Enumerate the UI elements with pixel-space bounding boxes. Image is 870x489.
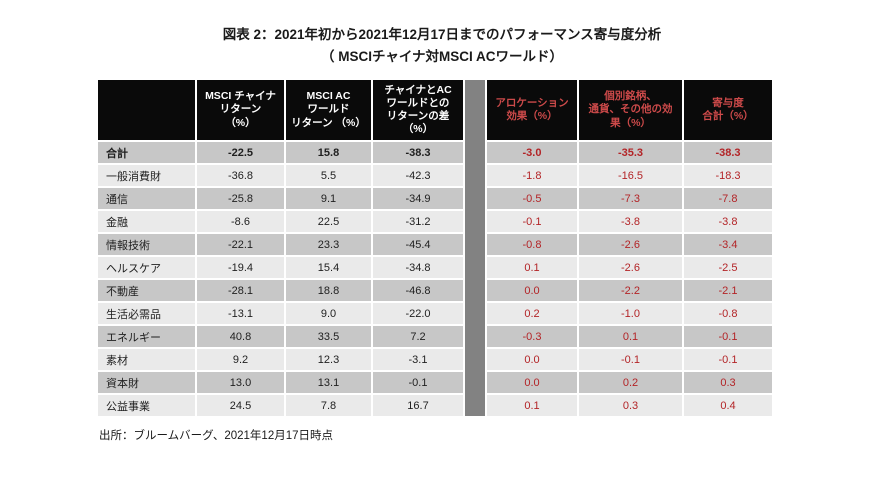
vertical-divider xyxy=(465,80,485,416)
return-value-cell: -19.4 xyxy=(197,257,284,278)
return-value-cell: -0.1 xyxy=(373,372,463,393)
contribution-value-cell: -0.3 xyxy=(487,326,577,347)
contribution-value-cell: 0.1 xyxy=(579,326,682,347)
sector-label: ヘルスケア xyxy=(98,257,195,278)
column-header-msci-acworld-return: MSCI AC ワールド リターン （%） xyxy=(286,80,371,140)
return-value-cell: 12.3 xyxy=(286,349,371,370)
figure-title-line1: 図表 2：2021年初から2021年12月17日までのパフォーマンス寄与度分析 xyxy=(222,27,662,42)
contribution-value-cell: -2.2 xyxy=(579,280,682,301)
contribution-value-cell: -3.4 xyxy=(684,234,772,255)
sector-label: 公益事業 xyxy=(98,395,195,416)
contribution-value-cell: 0.2 xyxy=(487,303,577,324)
column-header-sector xyxy=(98,80,195,140)
return-value-cell: -45.4 xyxy=(373,234,463,255)
return-value-cell: -31.2 xyxy=(373,211,463,232)
return-value-cell: 9.1 xyxy=(286,188,371,209)
contribution-value-cell: 0.4 xyxy=(684,395,772,416)
contribution-value-cell: -2.6 xyxy=(579,234,682,255)
contribution-value-cell: -7.8 xyxy=(684,188,772,209)
figure-title-line2: （ MSCIチャイナ対MSCI ACワールド） xyxy=(320,48,564,64)
contribution-value-cell: -3.0 xyxy=(487,142,577,163)
return-value-cell: -22.0 xyxy=(373,303,463,324)
source-note: 出所：ブルームバーグ、2021年12月17日時点 xyxy=(99,430,334,442)
contribution-value-cell: 0.1 xyxy=(487,257,577,278)
return-value-cell: 13.0 xyxy=(197,372,284,393)
sector-label: 資本財 xyxy=(98,372,195,393)
contribution-value-cell: -0.8 xyxy=(684,303,772,324)
return-value-cell: -3.1 xyxy=(373,349,463,370)
return-value-cell: -38.3 xyxy=(373,142,463,163)
contribution-value-cell: 0.3 xyxy=(684,372,772,393)
contribution-value-cell: -0.1 xyxy=(684,326,772,347)
column-header-selection-currency-other: 個別銘柄、 通貨、その他の効 果（%） xyxy=(579,80,682,140)
return-value-cell: -22.1 xyxy=(197,234,284,255)
return-value-cell: 18.8 xyxy=(286,280,371,301)
return-value-cell: -36.8 xyxy=(197,165,284,186)
sector-label: 通信 xyxy=(98,188,195,209)
return-value-cell: 9.2 xyxy=(197,349,284,370)
return-value-cell: -8.6 xyxy=(197,211,284,232)
contribution-value-cell: -18.3 xyxy=(684,165,772,186)
sector-label: 一般消費財 xyxy=(98,165,195,186)
return-value-cell: 7.8 xyxy=(286,395,371,416)
return-value-cell: 33.5 xyxy=(286,326,371,347)
return-value-cell: 7.2 xyxy=(373,326,463,347)
return-value-cell: 40.8 xyxy=(197,326,284,347)
sector-label: 情報技術 xyxy=(98,234,195,255)
contribution-value-cell: -38.3 xyxy=(684,142,772,163)
return-value-cell: -25.8 xyxy=(197,188,284,209)
return-value-cell: 22.5 xyxy=(286,211,371,232)
contribution-value-cell: 0.2 xyxy=(579,372,682,393)
return-value-cell: -34.8 xyxy=(373,257,463,278)
return-value-cell: -22.5 xyxy=(197,142,284,163)
column-header-total-contribution: 寄与度 合計（%） xyxy=(684,80,772,140)
return-value-cell: 5.5 xyxy=(286,165,371,186)
contribution-value-cell: -7.3 xyxy=(579,188,682,209)
contribution-value-cell: -3.8 xyxy=(684,211,772,232)
contribution-value-cell: -16.5 xyxy=(579,165,682,186)
return-value-cell: -46.8 xyxy=(373,280,463,301)
contribution-value-cell: -0.5 xyxy=(487,188,577,209)
sector-label: 合計 xyxy=(98,142,195,163)
contribution-value-cell: -2.6 xyxy=(579,257,682,278)
contribution-value-cell: -0.1 xyxy=(487,211,577,232)
return-value-cell: -34.9 xyxy=(373,188,463,209)
contribution-value-cell: -0.8 xyxy=(487,234,577,255)
contribution-value-cell: -3.8 xyxy=(579,211,682,232)
return-value-cell: 23.3 xyxy=(286,234,371,255)
return-value-cell: 13.1 xyxy=(286,372,371,393)
contribution-value-cell: -1.8 xyxy=(487,165,577,186)
sector-label: 生活必需品 xyxy=(98,303,195,324)
contribution-value-cell: -2.5 xyxy=(684,257,772,278)
column-header-return-difference: チャイナとAC ワールドとの リターンの差 （%） xyxy=(373,80,463,140)
contribution-value-cell: 0.0 xyxy=(487,280,577,301)
contribution-value-cell: -1.0 xyxy=(579,303,682,324)
column-header-allocation-effect: アロケーション 効果（%） xyxy=(487,80,577,140)
sector-label: エネルギー xyxy=(98,326,195,347)
contribution-value-cell: 0.3 xyxy=(579,395,682,416)
sector-label: 素材 xyxy=(98,349,195,370)
return-value-cell: -42.3 xyxy=(373,165,463,186)
return-value-cell: 15.8 xyxy=(286,142,371,163)
contribution-value-cell: -0.1 xyxy=(684,349,772,370)
column-header-msci-china-return: MSCI チャイナ リターン （%） xyxy=(197,80,284,140)
sector-label: 不動産 xyxy=(98,280,195,301)
return-value-cell: -28.1 xyxy=(197,280,284,301)
contribution-value-cell: 0.1 xyxy=(487,395,577,416)
return-value-cell: 9.0 xyxy=(286,303,371,324)
sector-label: 金融 xyxy=(98,211,195,232)
return-value-cell: 15.4 xyxy=(286,257,371,278)
attribution-table: MSCI チャイナ リターン （%） MSCI AC ワールド リターン （%）… xyxy=(98,80,772,416)
contribution-value-cell: 0.0 xyxy=(487,349,577,370)
contribution-value-cell: -2.1 xyxy=(684,280,772,301)
contribution-value-cell: 0.0 xyxy=(487,372,577,393)
contribution-value-cell: -0.1 xyxy=(579,349,682,370)
figure-title: 図表 2：2021年初から2021年12月17日までのパフォーマンス寄与度分析 … xyxy=(0,24,870,67)
return-value-cell: 24.5 xyxy=(197,395,284,416)
return-value-cell: 16.7 xyxy=(373,395,463,416)
return-value-cell: -13.1 xyxy=(197,303,284,324)
contribution-value-cell: -35.3 xyxy=(579,142,682,163)
